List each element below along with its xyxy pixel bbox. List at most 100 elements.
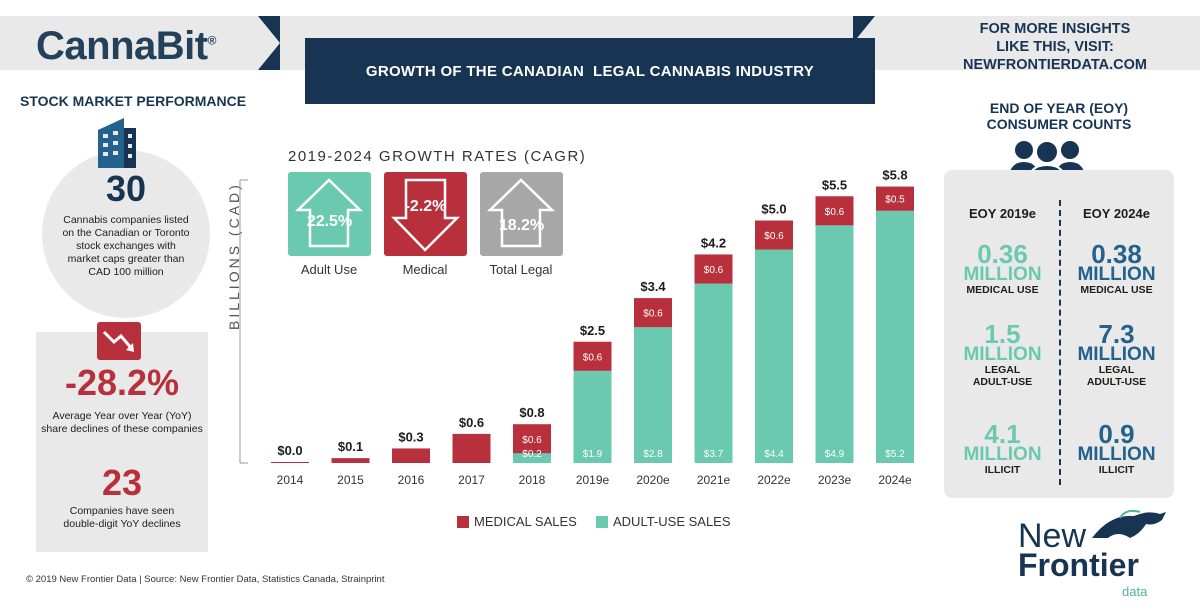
medical-bar <box>694 254 733 284</box>
medical-bar <box>634 298 672 328</box>
x-tick-label: 2019e <box>576 473 610 487</box>
arrow-up-icon <box>486 178 556 248</box>
total-value-label: $3.4 <box>640 279 666 294</box>
decline-description: Average Year over Year (YoY) share decli… <box>41 410 203 435</box>
medical-value-label: $0.6 <box>764 231 784 242</box>
col-head-2024: EOY 2024e <box>1083 206 1150 221</box>
col-head-2019: EOY 2019e <box>969 206 1036 221</box>
double-digit-description: Companies have seen double-digit YoY dec… <box>63 505 181 530</box>
total-value-label: $5.5 <box>822 177 847 192</box>
cagr-total-legal-label: Total Legal <box>489 262 553 277</box>
column-divider <box>1059 200 1061 485</box>
website-link[interactable]: NEWFRONTIERDATA.COM <box>963 57 1147 73</box>
adult-use-value-label: $1.9 <box>583 449 603 460</box>
adult-use-bar <box>573 370 612 463</box>
building-icon <box>98 118 136 168</box>
brand-frontier: Frontier <box>1018 547 1139 583</box>
total-value-label: $4.2 <box>701 235 726 250</box>
total-value-label: $2.5 <box>580 323 605 338</box>
total-value-label: $0.0 <box>277 443 302 458</box>
footer-source: © 2019 New Frontier Data | Source: New F… <box>26 574 385 585</box>
total-value-label: $5.0 <box>761 202 786 217</box>
total-value-label: $0.1 <box>338 439 363 454</box>
medical-bar <box>815 196 854 226</box>
adult-use-value-label: $5.2 <box>885 449 905 460</box>
cagr-medical-value: -2.2% <box>404 198 447 215</box>
medical-bar <box>755 220 793 250</box>
companies-description: Cannabis companies listed on the Canadia… <box>62 214 190 278</box>
adult-use-bar <box>876 210 914 463</box>
stat-2024-illicit: 0.9 MILLION ILLICIT <box>1077 419 1156 476</box>
legend-medical-swatch <box>457 516 469 528</box>
brand-data: data <box>1122 584 1148 599</box>
horse-logo-icon <box>1092 509 1166 538</box>
medical-bar <box>271 462 309 463</box>
cagr-total-legal-box <box>480 172 563 256</box>
x-tick-label: 2022e <box>757 473 791 487</box>
cagr-medical-label: Medical <box>402 262 448 277</box>
x-tick-label: 2021e <box>697 473 731 487</box>
decline-percentage: -28.2% <box>64 362 180 403</box>
legend-adult-use-swatch <box>596 516 608 528</box>
cagr-adult-use-value: 22.5% <box>306 213 353 230</box>
x-tick-label: 2015 <box>337 473 364 487</box>
companies-circle <box>42 150 210 318</box>
medical-bar <box>573 341 612 371</box>
adult-use-value-label: $2.8 <box>643 449 663 460</box>
x-tick-label: 2014 <box>277 473 304 487</box>
x-tick-label: 2017 <box>458 473 485 487</box>
stat-2024-medical: 0.38 MILLION MEDICAL USE <box>1077 239 1156 296</box>
arrow-up-icon <box>294 178 364 248</box>
cagr-title: 2019-2024 GROWTH RATES (CAGR) <box>288 148 587 165</box>
medical-value-label: $0.5 <box>885 195 905 206</box>
medical-value-label: $0.6 <box>522 435 542 446</box>
companies-count: 30 <box>105 168 147 209</box>
x-tick-label: 2018 <box>519 473 546 487</box>
x-tick-label: 2023e <box>818 473 852 487</box>
stat-2019-illicit: 4.1 MILLION ILLICIT <box>963 419 1042 476</box>
x-tick-label: 2020e <box>636 473 670 487</box>
stat-2024-legal-adult-use: 7.3 MILLION LEGAL ADULT-USE <box>1077 319 1156 388</box>
ribbon-left-decoration <box>258 16 280 70</box>
adult-use-value-label: $4.4 <box>764 449 784 460</box>
medical-bar <box>876 186 914 211</box>
medical-bar <box>331 458 370 463</box>
arrow-down-icon <box>391 178 461 252</box>
medical-value-label: $0.6 <box>643 309 663 320</box>
legend-medical-label: MEDICAL SALES <box>474 514 577 529</box>
stat-2019-legal-adult-use: 1.5 MILLION LEGAL ADULT-USE <box>963 319 1042 388</box>
medical-value-label: $0.6 <box>583 352 603 363</box>
page-title: GROWTH OF THE CANADIAN LEGAL CANNABIS IN… <box>305 38 875 104</box>
declines-panel <box>36 332 208 552</box>
medical-bar <box>513 424 551 454</box>
adult-use-value-label: $0.2 <box>522 449 542 460</box>
medical-bar <box>452 433 491 463</box>
medical-bar <box>392 448 430 463</box>
x-tick-label: 2016 <box>398 473 425 487</box>
cagr-total-legal-value: 18.2% <box>498 217 545 234</box>
stock-market-heading: STOCK MARKET PERFORMANCE <box>20 93 247 109</box>
medical-value-label: $0.6 <box>704 265 724 276</box>
adult-use-value-label: $4.9 <box>825 449 845 460</box>
sales-bar-chart: $0.0 2014 $0.1 2015 $0.3 2016 $0.6 2017 $0.2 $0.6… <box>239 168 914 487</box>
brand-new: New <box>1018 517 1087 555</box>
adult-use-bar <box>815 225 854 463</box>
stat-2019-medical: 0.36 MILLION MEDICAL USE <box>963 239 1042 296</box>
legend-adult-use-label: ADULT-USE SALES <box>613 514 731 529</box>
trend-down-icon <box>97 322 141 360</box>
cagr-medical-box <box>384 172 467 256</box>
total-value-label: $0.6 <box>459 415 484 430</box>
medical-value-label: $0.6 <box>825 207 845 218</box>
adult-use-bar <box>634 327 672 463</box>
adult-use-bar <box>513 453 551 463</box>
consumer-counts-heading: END OF YEAR (EOY) CONSUMER COUNTS <box>986 100 1132 132</box>
adult-use-bar <box>755 249 793 463</box>
adult-use-value-label: $3.7 <box>704 449 724 460</box>
adult-use-bar <box>694 283 733 463</box>
double-digit-count: 23 <box>101 462 143 503</box>
cagr-adult-use-box <box>288 172 371 256</box>
cagr-adult-use-label: Adult Use <box>300 262 358 277</box>
insights-callout: FOR MORE INSIGHTS LIKE THIS, VISIT: NEWF… <box>930 20 1180 74</box>
total-value-label: $0.3 <box>398 429 423 444</box>
total-value-label: $5.8 <box>882 168 907 183</box>
